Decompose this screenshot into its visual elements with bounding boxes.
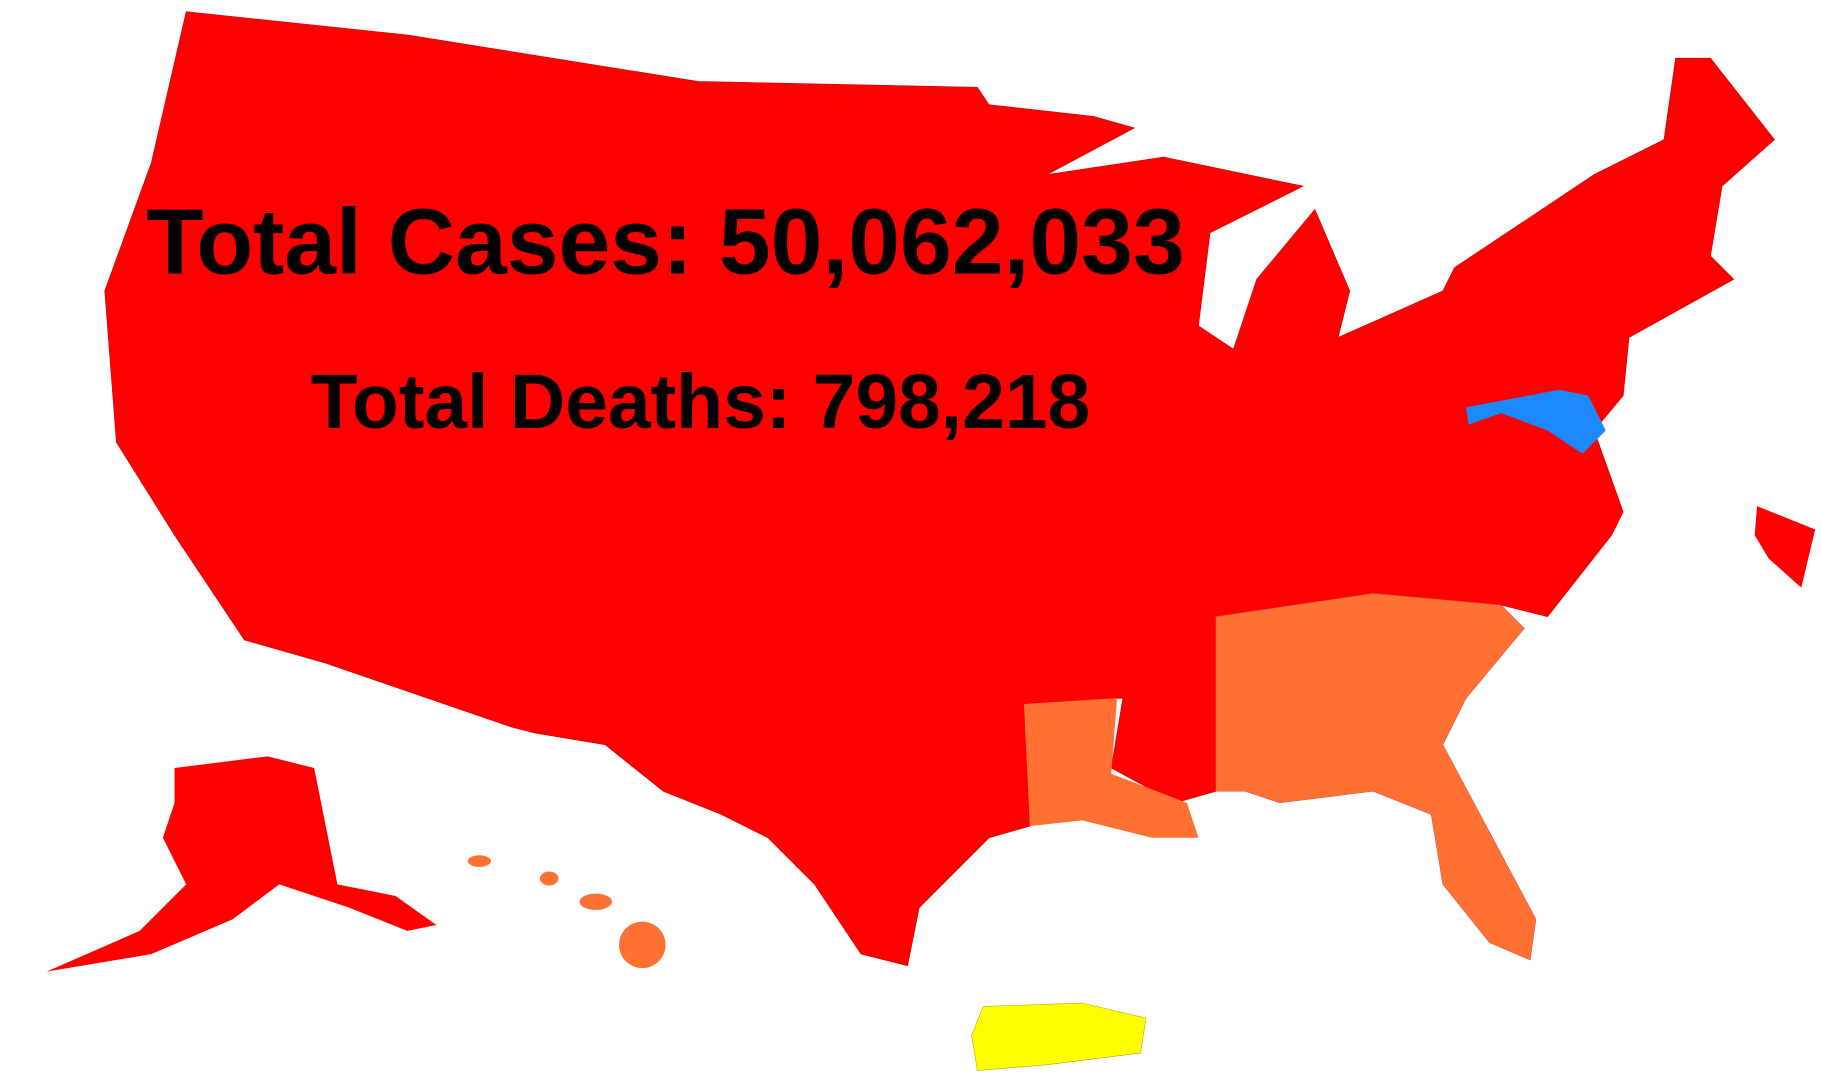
territory [1754,506,1816,588]
maryland [1466,389,1606,454]
southeast-region [1215,593,1537,961]
total-cases: Total Cases: 50,062,033 [146,189,1184,293]
total-deaths: Total Deaths: 798,218 [311,359,1091,445]
alaska [46,756,437,972]
puerto-rico [971,1002,1147,1071]
hawaii [467,855,666,969]
contiguous-us [104,11,1775,967]
us-map: Total Cases: 50,062,033 Total Deaths: 79… [46,11,1816,1071]
louisiana [1023,698,1199,838]
